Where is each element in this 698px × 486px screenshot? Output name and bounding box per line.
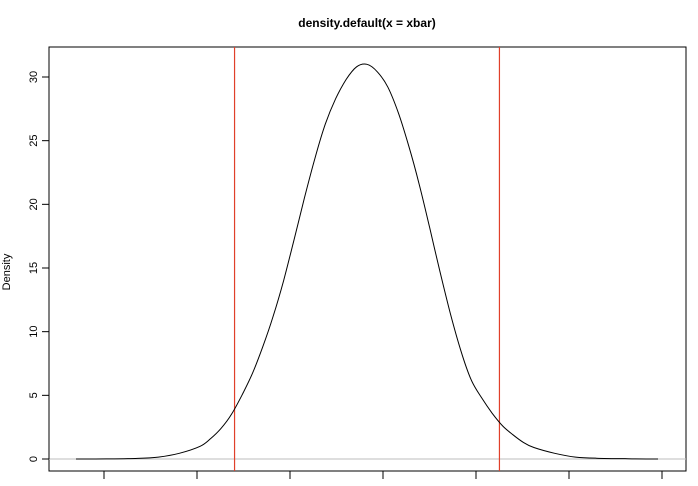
y-tick-label: 20 [28, 198, 40, 210]
y-axis-label: Density [1, 253, 13, 290]
chart-title: density.default(x = xbar) [298, 16, 435, 30]
plot-frame [48, 46, 687, 472]
y-tick-label: 5 [28, 392, 40, 398]
density-curve [75, 63, 659, 460]
y-tick-label: 15 [28, 262, 40, 274]
y-tick-label: 10 [28, 326, 40, 338]
y-tick-label: 25 [28, 135, 40, 147]
y-tick-label: 30 [28, 71, 40, 83]
y-tick-label: 0 [28, 456, 40, 462]
